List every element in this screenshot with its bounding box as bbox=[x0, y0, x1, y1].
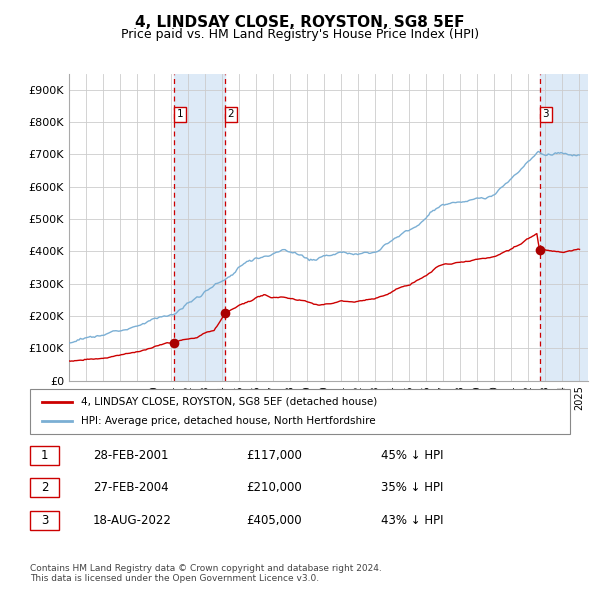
Text: 4, LINDSAY CLOSE, ROYSTON, SG8 5EF (detached house): 4, LINDSAY CLOSE, ROYSTON, SG8 5EF (deta… bbox=[81, 397, 377, 407]
Text: Price paid vs. HM Land Registry's House Price Index (HPI): Price paid vs. HM Land Registry's House … bbox=[121, 28, 479, 41]
Text: 35% ↓ HPI: 35% ↓ HPI bbox=[381, 481, 443, 494]
Bar bbox=[174, 74, 225, 381]
Text: 3: 3 bbox=[41, 514, 48, 527]
Text: HPI: Average price, detached house, North Hertfordshire: HPI: Average price, detached house, Nort… bbox=[81, 417, 376, 426]
Text: £210,000: £210,000 bbox=[246, 481, 302, 494]
Text: 2: 2 bbox=[41, 481, 48, 494]
Text: 43% ↓ HPI: 43% ↓ HPI bbox=[381, 514, 443, 527]
Bar bbox=[540, 74, 588, 381]
Text: 18-AUG-2022: 18-AUG-2022 bbox=[93, 514, 172, 527]
Text: 1: 1 bbox=[41, 449, 48, 462]
Text: Contains HM Land Registry data © Crown copyright and database right 2024.
This d: Contains HM Land Registry data © Crown c… bbox=[30, 563, 382, 583]
Text: 27-FEB-2004: 27-FEB-2004 bbox=[93, 481, 169, 494]
Text: 3: 3 bbox=[542, 109, 549, 119]
Text: £405,000: £405,000 bbox=[246, 514, 302, 527]
Text: 45% ↓ HPI: 45% ↓ HPI bbox=[381, 449, 443, 462]
Text: £117,000: £117,000 bbox=[246, 449, 302, 462]
Text: 1: 1 bbox=[176, 109, 183, 119]
Text: 28-FEB-2001: 28-FEB-2001 bbox=[93, 449, 169, 462]
Text: 4, LINDSAY CLOSE, ROYSTON, SG8 5EF: 4, LINDSAY CLOSE, ROYSTON, SG8 5EF bbox=[135, 15, 465, 30]
Text: 2: 2 bbox=[227, 109, 234, 119]
